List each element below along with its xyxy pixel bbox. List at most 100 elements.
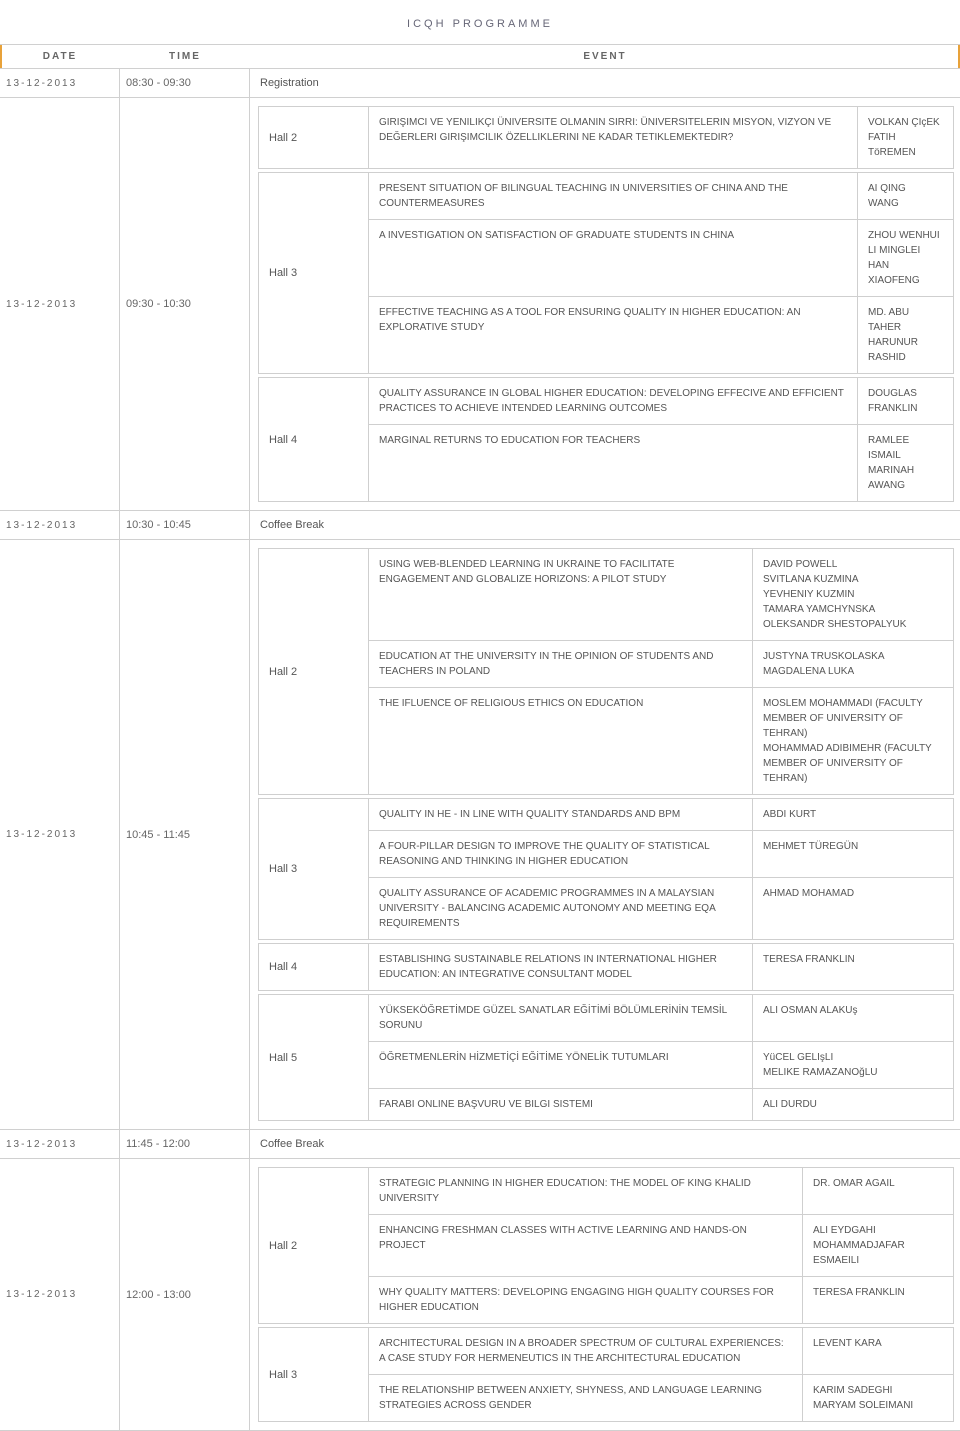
hall-name: Hall 2: [259, 1168, 369, 1323]
hall-name: Hall 3: [259, 173, 369, 373]
session-row: A INVESTIGATION ON SATISFACTION OF GRADU…: [369, 219, 953, 296]
session-speakers: KARIM SADEGHI MARYAM SOLEIMANI: [803, 1375, 953, 1421]
session-title: ÖĞRETMENLERİN HİZMETİÇİ EĞİTİME YÖNELİK …: [369, 1042, 753, 1088]
session-speakers: MOSLEM MOHAMMADI (FACULTY MEMBER OF UNIV…: [753, 688, 953, 794]
session-speakers: RAMLEE ISMAIL MARINAH AWANG: [858, 425, 953, 501]
session-row: MARGINAL RETURNS TO EDUCATION FOR TEACHE…: [369, 424, 953, 501]
session-speakers: VOLKAN ÇIçEK FATIH TöREMEN: [858, 107, 953, 168]
header-time: TIME: [120, 45, 250, 68]
session-title: STRATEGIC PLANNING IN HIGHER EDUCATION: …: [369, 1168, 803, 1214]
session-speakers: JUSTYNA TRUSKOLASKA MAGDALENA LUKA: [753, 641, 953, 687]
programme-body: 13-12-201308:30 - 09:30Registration13-12…: [0, 69, 960, 1431]
time-cell: 09:30 - 10:30: [120, 98, 250, 510]
session-row: THE RELATIONSHIP BETWEEN ANXIETY, SHYNES…: [369, 1374, 953, 1421]
session-row: WHY QUALITY MATTERS: DEVELOPING ENGAGING…: [369, 1276, 953, 1323]
session-title: A INVESTIGATION ON SATISFACTION OF GRADU…: [369, 220, 858, 296]
session-title: QUALITY IN HE - IN LINE WITH QUALITY STA…: [369, 799, 753, 830]
schedule-row: 13-12-201310:30 - 10:45Coffee Break: [0, 511, 960, 540]
session-title: EDUCATION AT THE UNIVERSITY IN THE OPINI…: [369, 641, 753, 687]
date-cell: 13-12-2013: [0, 1130, 120, 1158]
event-cell: Coffee Break: [250, 1130, 960, 1158]
session-speakers: TERESA FRANKLIN: [753, 944, 953, 990]
session-row: EDUCATION AT THE UNIVERSITY IN THE OPINI…: [369, 640, 953, 687]
hall-name: Hall 4: [259, 944, 369, 990]
session-row: ÖĞRETMENLERİN HİZMETİÇİ EĞİTİME YÖNELİK …: [369, 1041, 953, 1088]
hall-row: Hall 3ARCHITECTURAL DESIGN IN A BROADER …: [258, 1327, 954, 1422]
session-speakers: ZHOU WENHUI LI MINGLEI HAN XIAOFENG: [858, 220, 953, 296]
event-cell: Hall 2STRATEGIC PLANNING IN HIGHER EDUCA…: [250, 1159, 960, 1430]
session-speakers: TERESA FRANKLIN: [803, 1277, 953, 1323]
session-speakers: AI QING WANG: [858, 173, 953, 219]
header-event: EVENT: [250, 45, 960, 68]
sessions-list: PRESENT SITUATION OF BILINGUAL TEACHING …: [369, 173, 953, 373]
hall-name: Hall 3: [259, 799, 369, 939]
session-row: ENHANCING FRESHMAN CLASSES WITH ACTIVE L…: [369, 1214, 953, 1276]
date-cell: 13-12-2013: [0, 69, 120, 97]
hall-row: Hall 4ESTABLISHING SUSTAINABLE RELATIONS…: [258, 943, 954, 991]
hall-name: Hall 4: [259, 378, 369, 501]
hall-name: Hall 5: [259, 995, 369, 1120]
session-title: WHY QUALITY MATTERS: DEVELOPING ENGAGING…: [369, 1277, 803, 1323]
sessions-list: ARCHITECTURAL DESIGN IN A BROADER SPECTR…: [369, 1328, 953, 1421]
session-title: EFFECTIVE TEACHING AS A TOOL FOR ENSURIN…: [369, 297, 858, 373]
sessions-list: QUALITY ASSURANCE IN GLOBAL HIGHER EDUCA…: [369, 378, 953, 501]
schedule-row: 13-12-201311:45 - 12:00Coffee Break: [0, 1130, 960, 1159]
event-cell: Hall 2GIRIşIMCI VE YENILIKçI ÜNIVERSITE …: [250, 98, 960, 510]
hall-row: Hall 2GIRIşIMCI VE YENILIKçI ÜNIVERSITE …: [258, 106, 954, 169]
session-title: THE RELATIONSHIP BETWEEN ANXIETY, SHYNES…: [369, 1375, 803, 1421]
header-date: DATE: [0, 45, 120, 68]
date-cell: 13-12-2013: [0, 540, 120, 1129]
session-row: USING WEB-BLENDED LEARNING IN UKRAINE TO…: [369, 549, 953, 640]
time-cell: 10:30 - 10:45: [120, 511, 250, 539]
session-row: GIRIşIMCI VE YENILIKçI ÜNIVERSITE OLMANı…: [369, 107, 953, 168]
session-row: ESTABLISHING SUSTAINABLE RELATIONS IN IN…: [369, 944, 953, 990]
date-cell: 13-12-2013: [0, 511, 120, 539]
session-title: PRESENT SITUATION OF BILINGUAL TEACHING …: [369, 173, 858, 219]
session-row: QUALITY ASSURANCE IN GLOBAL HIGHER EDUCA…: [369, 378, 953, 424]
session-row: A FOUR-PILLAR DESIGN TO IMPROVE THE QUAL…: [369, 830, 953, 877]
session-speakers: ABDI KURT: [753, 799, 953, 830]
sessions-list: USING WEB-BLENDED LEARNING IN UKRAINE TO…: [369, 549, 953, 794]
hall-row: Hall 3PRESENT SITUATION OF BILINGUAL TEA…: [258, 172, 954, 374]
time-cell: 08:30 - 09:30: [120, 69, 250, 97]
session-speakers: ALI DURDU: [753, 1089, 953, 1120]
session-speakers: YüCEL GELIşLI MELIKE RAMAZANOğLU: [753, 1042, 953, 1088]
session-row: STRATEGIC PLANNING IN HIGHER EDUCATION: …: [369, 1168, 953, 1214]
time-cell: 11:45 - 12:00: [120, 1130, 250, 1158]
table-header: DATE TIME EVENT: [0, 44, 960, 69]
hall-row: Hall 2USING WEB-BLENDED LEARNING IN UKRA…: [258, 548, 954, 795]
time-cell: 10:45 - 11:45: [120, 540, 250, 1129]
schedule-row: 13-12-201312:00 - 13:00Hall 2STRATEGIC P…: [0, 1159, 960, 1431]
sessions-list: YÜKSEKÖĞRETİMDE GÜZEL SANATLAR EĞİTİMİ B…: [369, 995, 953, 1120]
sessions-list: ESTABLISHING SUSTAINABLE RELATIONS IN IN…: [369, 944, 953, 990]
halls-group: Hall 2GIRIşIMCI VE YENILIKçI ÜNIVERSITE …: [258, 102, 954, 506]
session-row: EFFECTIVE TEACHING AS A TOOL FOR ENSURIN…: [369, 296, 953, 373]
session-row: YÜKSEKÖĞRETİMDE GÜZEL SANATLAR EĞİTİMİ B…: [369, 995, 953, 1041]
sessions-list: GIRIşIMCI VE YENILIKçI ÜNIVERSITE OLMANı…: [369, 107, 953, 168]
event-cell: Coffee Break: [250, 511, 960, 539]
session-speakers: DR. OMAR AGAIL: [803, 1168, 953, 1214]
schedule-row: 13-12-201309:30 - 10:30Hall 2GIRIşIMCI V…: [0, 98, 960, 511]
session-title: MARGINAL RETURNS TO EDUCATION FOR TEACHE…: [369, 425, 858, 501]
session-row: FARABI ONLINE BAşVURU VE BILGI SISTEMIAL…: [369, 1088, 953, 1120]
session-title: GIRIşIMCI VE YENILIKçI ÜNIVERSITE OLMANı…: [369, 107, 858, 168]
session-row: QUALITY IN HE - IN LINE WITH QUALITY STA…: [369, 799, 953, 830]
hall-row: Hall 2STRATEGIC PLANNING IN HIGHER EDUCA…: [258, 1167, 954, 1324]
session-title: YÜKSEKÖĞRETİMDE GÜZEL SANATLAR EĞİTİMİ B…: [369, 995, 753, 1041]
session-title: ESTABLISHING SUSTAINABLE RELATIONS IN IN…: [369, 944, 753, 990]
hall-row: Hall 3QUALITY IN HE - IN LINE WITH QUALI…: [258, 798, 954, 940]
page-title: ICQH PROGRAMME: [0, 0, 960, 44]
date-cell: 13-12-2013: [0, 98, 120, 510]
session-row: QUALITY ASSURANCE OF ACADEMIC PROGRAMMES…: [369, 877, 953, 939]
hall-row: Hall 5YÜKSEKÖĞRETİMDE GÜZEL SANATLAR EĞİ…: [258, 994, 954, 1121]
session-title: FARABI ONLINE BAşVURU VE BILGI SISTEMI: [369, 1089, 753, 1120]
sessions-list: QUALITY IN HE - IN LINE WITH QUALITY STA…: [369, 799, 953, 939]
session-speakers: MEHMET TÜREGÜN: [753, 831, 953, 877]
session-title: USING WEB-BLENDED LEARNING IN UKRAINE TO…: [369, 549, 753, 640]
hall-row: Hall 4QUALITY ASSURANCE IN GLOBAL HIGHER…: [258, 377, 954, 502]
session-title: ENHANCING FRESHMAN CLASSES WITH ACTIVE L…: [369, 1215, 803, 1276]
session-row: PRESENT SITUATION OF BILINGUAL TEACHING …: [369, 173, 953, 219]
hall-name: Hall 2: [259, 107, 369, 168]
session-speakers: ALI OSMAN ALAKUş: [753, 995, 953, 1041]
session-speakers: ALI EYDGAHI MOHAMMADJAFAR ESMAEILI: [803, 1215, 953, 1276]
